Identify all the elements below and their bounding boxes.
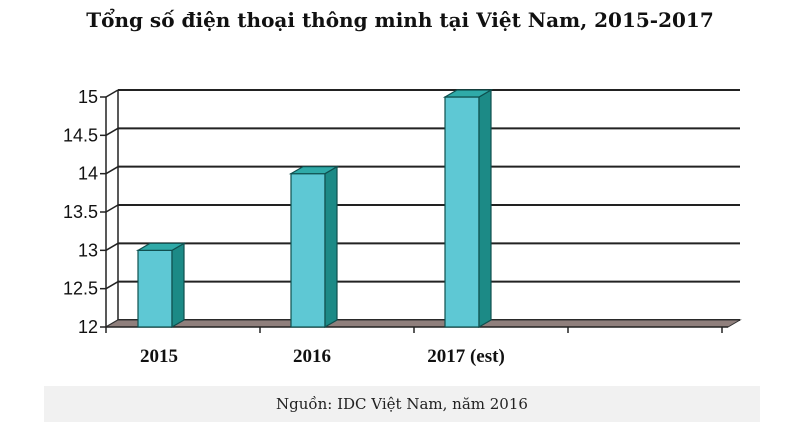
bars: [135, 88, 494, 329]
y-tick-label: 15: [78, 87, 98, 107]
bar-front: [137, 249, 173, 328]
x-category-label: 2015: [140, 346, 178, 367]
bar-front: [290, 173, 326, 328]
gridline-side: [105, 281, 119, 290]
floor-plane: [104, 319, 742, 328]
chart-floor: [104, 319, 742, 328]
bar: [288, 165, 340, 329]
y-tick-label: 13.5: [63, 202, 98, 222]
category-labels: 2015 2016 2017 (est): [140, 346, 505, 367]
bar-top: [288, 166, 340, 175]
y-tick-label: 13: [78, 240, 98, 260]
y-tick-label: 14: [78, 164, 98, 184]
gridline-side: [105, 242, 119, 251]
source-note: Nguồn: IDC Việt Nam, năm 2016: [44, 386, 760, 422]
y-tick-label: 14.5: [63, 125, 98, 145]
chart-title: Tổng số điện thoại thông minh tại Việt N…: [86, 8, 714, 32]
gridline-side: [105, 89, 119, 98]
gridline-side: [105, 127, 119, 136]
x-category-label: 2016: [293, 346, 331, 367]
y-tick-label: 12.5: [63, 279, 98, 299]
bar-side: [478, 88, 492, 329]
bar-side: [324, 165, 338, 329]
bar: [135, 242, 187, 329]
gridline-side: [105, 166, 119, 175]
bar: [442, 88, 494, 329]
gridline-side: [105, 204, 119, 213]
bar-top: [442, 89, 494, 98]
bar-side: [171, 242, 185, 329]
y-tick-label: 12: [78, 317, 98, 337]
x-category-label: 2017 (est): [427, 346, 505, 367]
gridlines: [105, 89, 740, 328]
bar-front: [444, 96, 480, 328]
y-axis: 12 12.5 13 13.5 14 14.5 15: [63, 87, 728, 337]
bar-chart: 12 12.5 13 13.5 14 14.5 15 2015 2016 2017 (est): [63, 87, 742, 367]
bar-top: [135, 242, 187, 251]
